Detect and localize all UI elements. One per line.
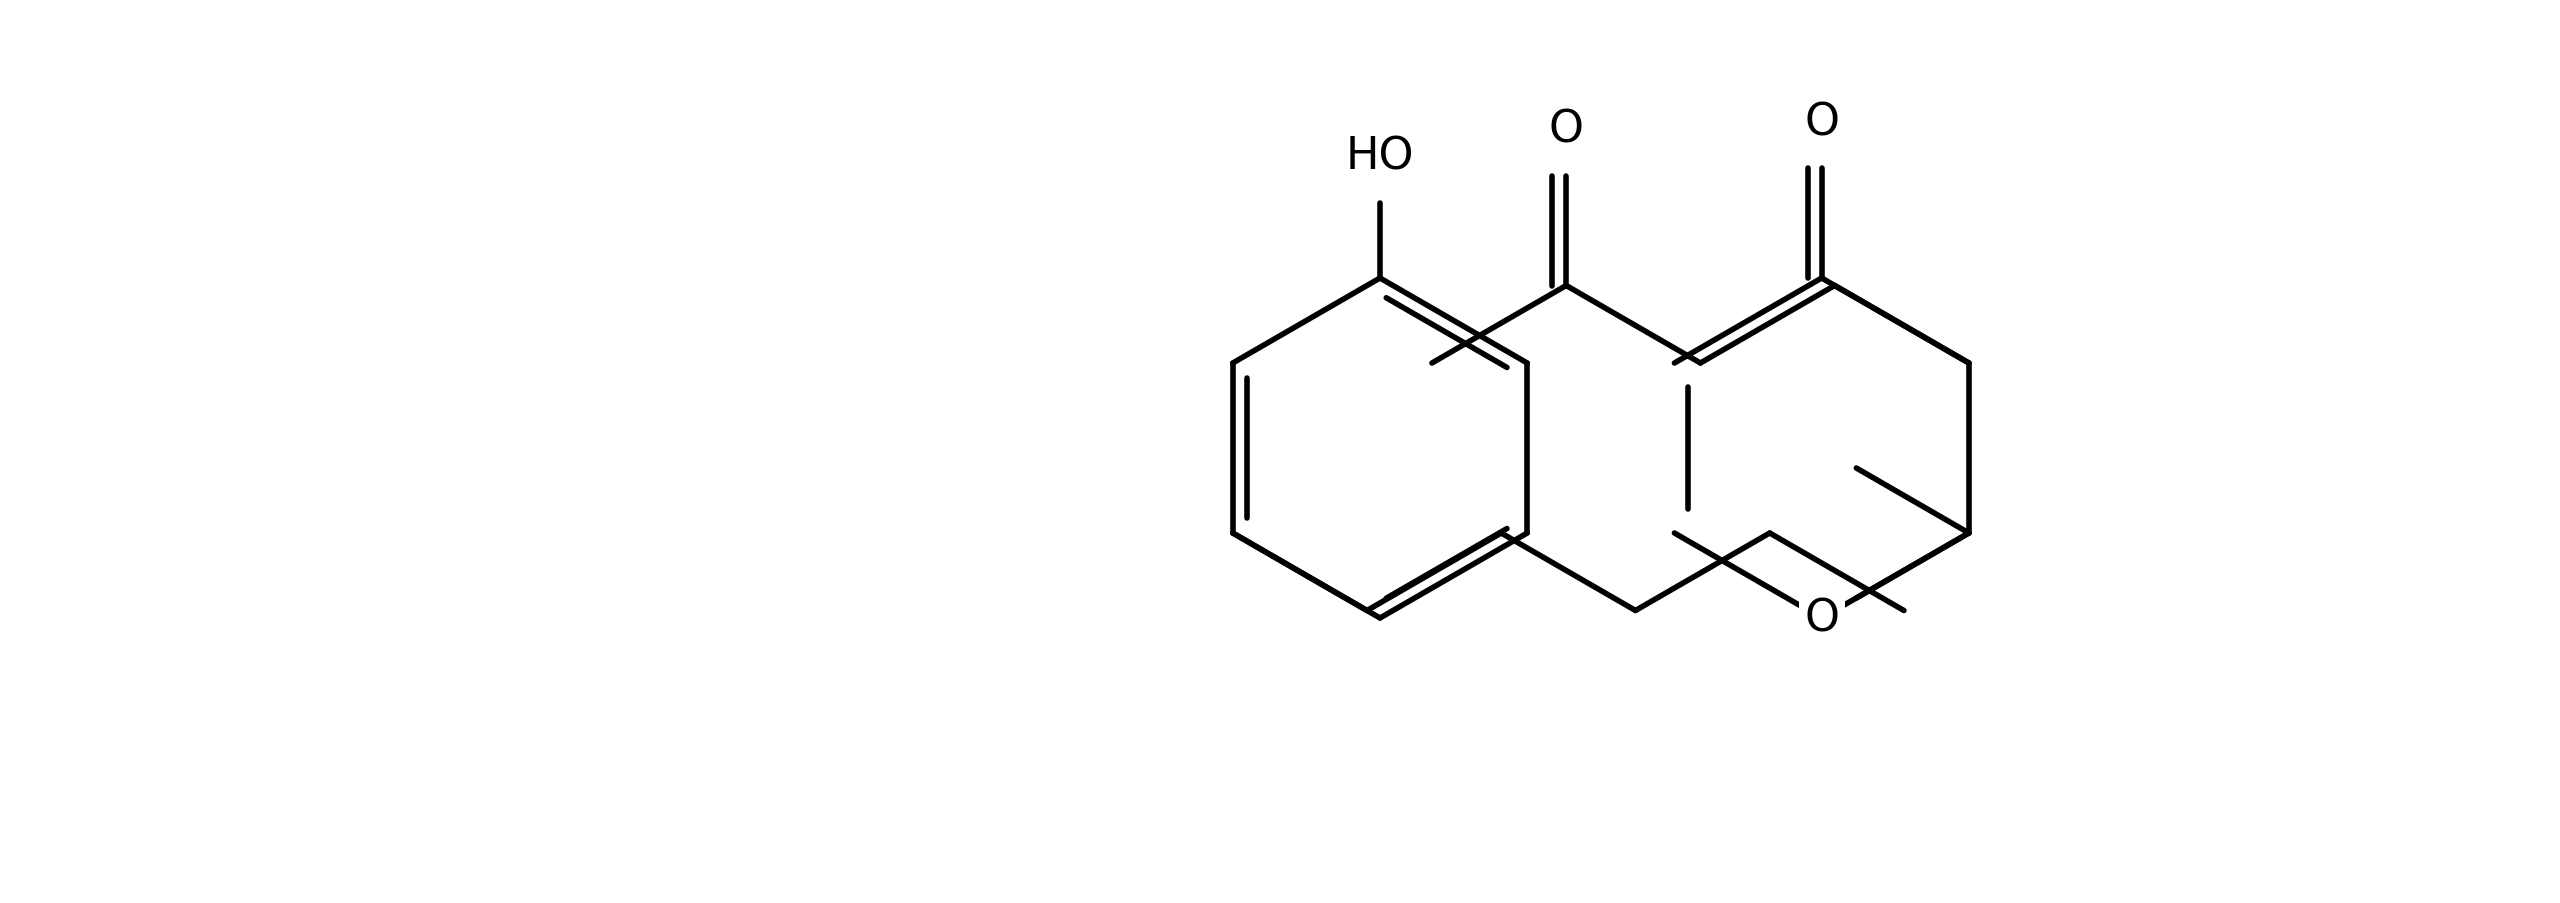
Text: HO: HO	[1347, 135, 1413, 179]
Text: O: O	[1805, 597, 1838, 640]
Text: O: O	[1805, 101, 1838, 144]
Text: O: O	[1549, 108, 1585, 152]
